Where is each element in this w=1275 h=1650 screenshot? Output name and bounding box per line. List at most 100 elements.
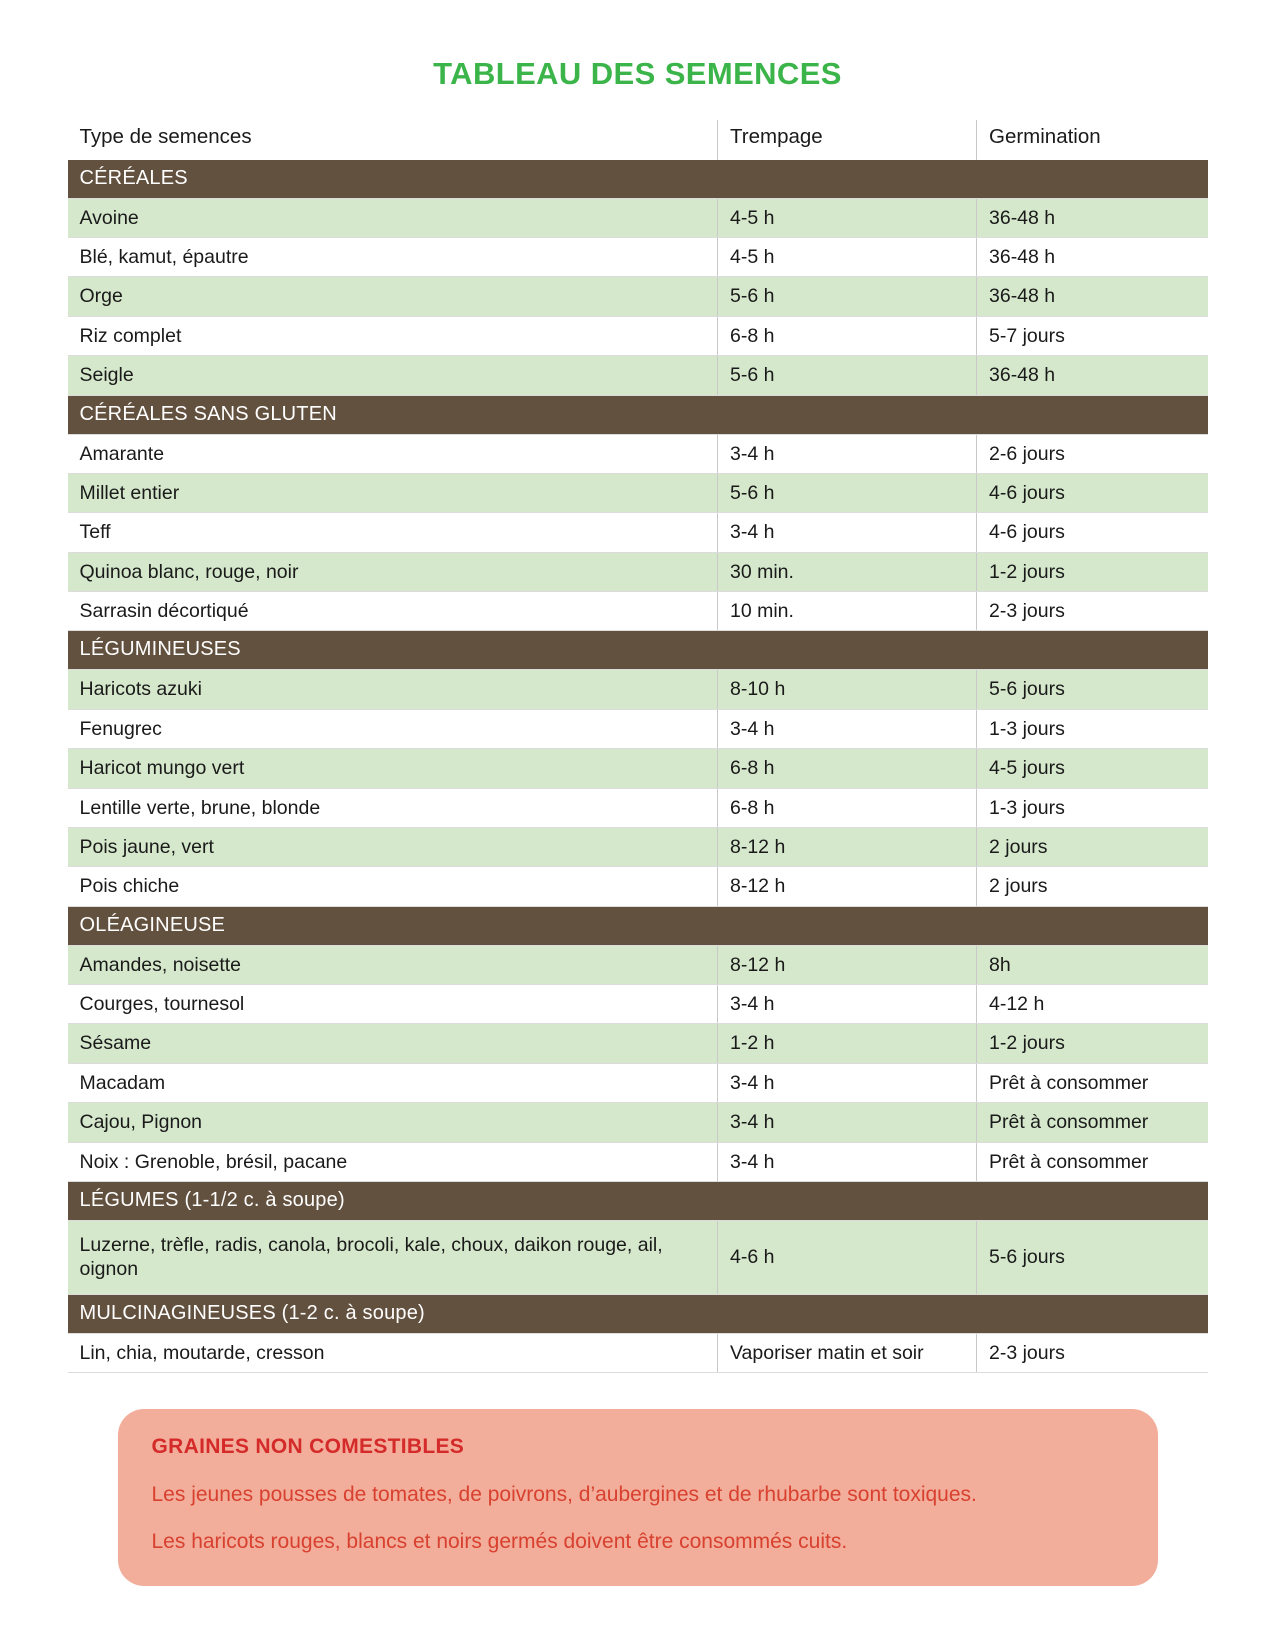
cell-type: Cajou, Pignon: [67, 1102, 718, 1143]
cell-trempage: 6-8 h: [717, 787, 977, 828]
warning-title: GRAINES NON COMESTIBLES: [151, 1435, 465, 1458]
cell-type: Pois chiche: [67, 866, 718, 907]
table-row: Amarante 3-4 h 2-6 jours: [67, 433, 1208, 474]
cell-trempage: 8-12 h: [717, 826, 977, 868]
cell-type: Blé, kamut, épautre: [67, 236, 718, 278]
cell-type: Fenugrec: [67, 708, 718, 750]
cell-type: Riz complet: [67, 315, 718, 357]
cell-type: Noix : Grenoble, brésil, pacane: [67, 1141, 718, 1182]
seed-table-container: Type de semences Trempage Germination CÉ…: [67, 89, 1208, 1374]
cell-trempage: 5-6 h: [717, 276, 977, 317]
cell-trempage: 10 min.: [717, 590, 977, 632]
table-row: Orge 5-6 h 36-48 h: [67, 276, 1208, 317]
cell-germination: 36-48 h: [976, 276, 1208, 317]
cell-trempage: 3-4 h: [717, 1141, 977, 1182]
table-row: Haricot mungo vert 6-8 h 4-5 jours: [67, 748, 1208, 789]
table-row: Courges, tournesol 3-4 h 4-12 h: [67, 983, 1208, 1025]
warning-box: GRAINES NON COMESTIBLES Les jeunes pouss…: [117, 1409, 1158, 1586]
cell-trempage: 3-4 h: [717, 1062, 977, 1104]
cell-trempage: 4-5 h: [717, 236, 977, 278]
cell-type: Quinoa blanc, rouge, noir: [67, 551, 718, 593]
table-row: Teff 3-4 h 4-6 jours: [67, 512, 1208, 553]
table-row: Macadam 3-4 h Prêt à consommer: [67, 1062, 1208, 1104]
section-header-label: MULCINAGINEUSES (1-2 c. à soupe): [67, 1294, 1208, 1334]
cell-type: Haricot mungo vert: [67, 748, 718, 789]
cell-germination: 2-6 jours: [976, 433, 1208, 474]
table-row: Seigle 5-6 h 36-48 h: [67, 355, 1208, 396]
cell-germination: 4-12 h: [976, 983, 1208, 1025]
warning-line-2: Les haricots rouges, blancs et noirs ger…: [151, 1530, 848, 1554]
cell-germination: 2-3 jours: [976, 590, 1208, 632]
cell-germination: 4-5 jours: [976, 748, 1208, 789]
cell-germination: 4-6 jours: [976, 512, 1208, 553]
cell-type: Lentille verte, brune, blonde: [67, 787, 718, 828]
cell-trempage: 3-4 h: [717, 1102, 977, 1143]
cell-germination: Prêt à consommer: [976, 1141, 1208, 1182]
section-header-row: LÉGUMINEUSES: [67, 630, 1208, 670]
section-header-row: MULCINAGINEUSES (1-2 c. à soupe): [67, 1294, 1208, 1334]
table-row: Sarrasin décortiqué 10 min. 2-3 jours: [67, 590, 1208, 632]
cell-type: Avoine: [67, 197, 718, 239]
cell-type: Amarante: [67, 433, 718, 474]
cell-trempage: 4-5 h: [717, 197, 977, 239]
section-header-row: CÉRÉALES: [67, 159, 1208, 199]
section-header-label: CÉRÉALES SANS GLUTEN: [67, 395, 1208, 434]
cell-type: Sarrasin décortiqué: [67, 590, 718, 632]
cell-germination: Prêt à consommer: [976, 1062, 1208, 1104]
cell-type: Amandes, noisette: [67, 944, 718, 986]
cell-trempage: 8-10 h: [717, 669, 977, 710]
cell-germination: 5-6 jours: [976, 669, 1208, 710]
table-row: Luzerne, trèfle, radis, canola, brocoli,…: [67, 1219, 1208, 1295]
cell-germination: 8h: [976, 944, 1208, 986]
table-header-row: Type de semences Trempage Germination: [68, 120, 1208, 160]
section-header-label: LÉGUMINEUSES: [67, 630, 1208, 670]
table-row: Sésame 1-2 h 1-2 jours: [67, 1023, 1208, 1064]
cell-germination: 36-48 h: [976, 236, 1208, 278]
cell-trempage: 6-8 h: [717, 748, 977, 789]
seed-table: Type de semences Trempage Germination CÉ…: [67, 120, 1208, 1374]
table-row: Blé, kamut, épautre 4-5 h 36-48 h: [67, 236, 1208, 278]
cell-type: Haricots azuki: [67, 669, 718, 710]
cell-trempage: 3-4 h: [717, 433, 977, 474]
cell-trempage: 3-4 h: [717, 708, 977, 750]
table-row: Amandes, noisette 8-12 h 8h: [67, 944, 1208, 986]
cell-trempage: 5-6 h: [717, 355, 977, 396]
column-header-germination: Germination: [976, 120, 1208, 160]
table-row: Fenugrec 3-4 h 1-3 jours: [67, 708, 1208, 750]
cell-type: Pois jaune, vert: [67, 826, 718, 868]
column-header-type: Type de semences: [79, 125, 252, 148]
section-header-row: CÉRÉALES SANS GLUTEN: [67, 395, 1208, 434]
cell-germination: 1-3 jours: [976, 708, 1208, 750]
cell-germination: 4-6 jours: [976, 472, 1208, 514]
cell-trempage: 3-4 h: [717, 512, 977, 553]
cell-germination: 2 jours: [976, 826, 1208, 868]
table-row: Riz complet 6-8 h 5-7 jours: [67, 315, 1208, 357]
section-header-label: LÉGUMES (1-1/2 c. à soupe): [67, 1181, 1208, 1221]
cell-trempage: 8-12 h: [717, 866, 977, 907]
cell-type: Sésame: [67, 1023, 718, 1064]
cell-type: Macadam: [67, 1062, 718, 1104]
cell-type: Orge: [67, 276, 718, 317]
cell-trempage: Vaporiser matin et soir: [717, 1332, 977, 1374]
cell-trempage: 1-2 h: [717, 1023, 977, 1064]
page-title: TABLEAU DES SEMENCES: [433, 56, 842, 91]
cell-germination: 5-6 jours: [976, 1219, 1208, 1295]
cell-trempage: 6-8 h: [717, 315, 977, 357]
warning-line-1: Les jeunes pousses de tomates, de poivro…: [151, 1483, 977, 1506]
section-header-label: CÉRÉALES: [67, 159, 1208, 199]
cell-type: Seigle: [67, 355, 718, 396]
table-row: Millet entier 5-6 h 4-6 jours: [67, 472, 1208, 514]
table-row: Lentille verte, brune, blonde 6-8 h 1-3 jo…: [67, 787, 1208, 828]
cell-type: Luzerne, trèfle, radis, canola, brocoli,…: [67, 1219, 718, 1295]
cell-germination: 2-3 jours: [976, 1332, 1208, 1374]
section-header-label: OLÉAGINEUSE: [67, 906, 1208, 946]
cell-germination: 1-2 jours: [976, 1023, 1208, 1064]
column-header-trempage: Trempage: [717, 120, 977, 160]
section-header-row: LÉGUMES (1-1/2 c. à soupe): [67, 1181, 1208, 1221]
cell-type: Millet entier: [67, 472, 718, 514]
table-row: Avoine 4-5 h 36-48 h: [67, 197, 1208, 239]
cell-trempage: 30 min.: [717, 551, 977, 593]
